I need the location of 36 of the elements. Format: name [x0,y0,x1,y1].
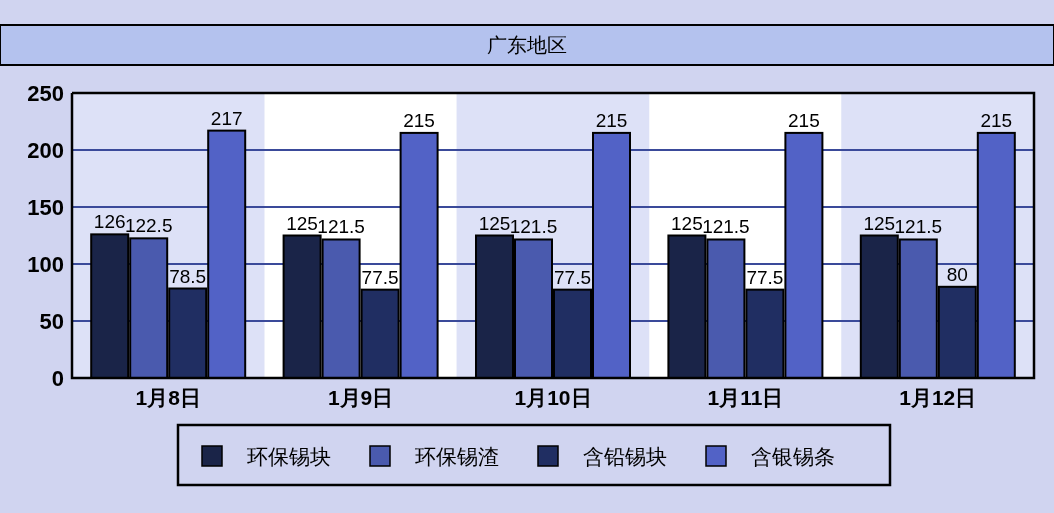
data-label: 215 [980,109,1013,131]
legend-label: 含银锡条 [751,445,835,469]
data-label: 125 [286,212,318,234]
y-tick-label: 200 [27,138,64,163]
data-label: 77.5 [361,266,399,288]
data-label: 121.5 [894,216,943,238]
y-tick-label: 150 [27,195,64,220]
data-label: 217 [210,107,243,129]
data-label: 215 [595,109,628,131]
legend-label: 环保锡渣 [415,445,499,469]
x-tick-label: 1月11日 [707,386,784,409]
data-label: 125 [863,212,896,234]
data-label: 121.5 [509,216,558,238]
data-label: 121.5 [317,216,365,238]
y-tick-label: 100 [27,252,64,277]
data-label: 122.5 [124,215,173,237]
chart-title: 广东地区 [487,34,567,56]
x-tick-label: 1月10日 [514,386,592,409]
data-label: 125 [478,212,511,234]
x-tick-label: 1月12日 [899,386,977,409]
data-label: 125 [671,212,703,234]
y-tick-label: 50 [39,309,64,334]
x-tick-label: 1月9日 [327,386,394,409]
legend-label: 含铅锡块 [583,445,667,469]
data-label: 80 [946,263,968,285]
legend-label: 环保锡块 [247,445,331,469]
y-tick-label: 250 [27,81,64,106]
data-label: 215 [403,109,435,131]
x-tick-label: 1月8日 [135,386,201,409]
data-label: 77.5 [554,266,591,288]
data-label: 121.5 [702,216,750,238]
data-label: 126 [93,211,126,233]
data-label: 215 [788,109,820,131]
data-label: 78.5 [169,265,207,287]
data-label: 77.5 [746,266,784,288]
y-tick-label: 0 [51,366,64,391]
